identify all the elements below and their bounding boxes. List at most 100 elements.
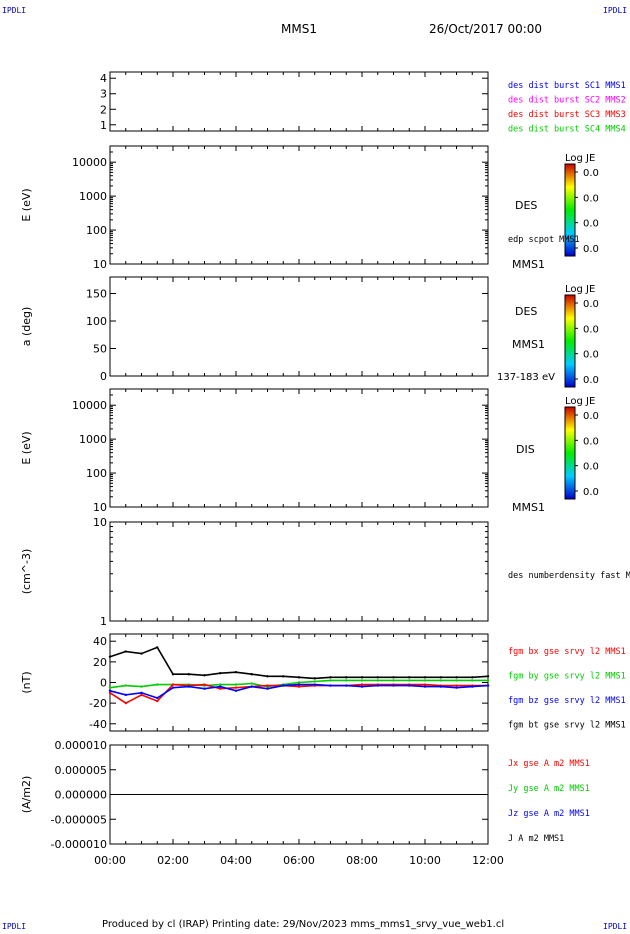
data-point <box>282 675 285 678</box>
data-point <box>219 672 222 675</box>
data-point <box>108 689 112 692</box>
y-axis-label: a (deg) <box>20 307 33 347</box>
data-point <box>234 683 238 686</box>
y-tick-label: 0.000010 <box>55 739 108 752</box>
data-point <box>423 685 427 688</box>
data-point <box>471 679 474 682</box>
y-tick-label: 10000 <box>72 156 107 169</box>
data-point <box>219 687 222 690</box>
data-point <box>408 684 411 687</box>
legend-entry: des dist burst SC1 MMS1 <box>508 81 626 91</box>
series-line <box>109 646 489 680</box>
data-point <box>124 693 127 697</box>
data-point <box>156 699 159 703</box>
panel-frame <box>109 276 489 377</box>
data-point <box>329 684 332 687</box>
colorbar-title: Log JE <box>565 396 595 407</box>
y-tick-label: -40 <box>89 718 107 731</box>
y-tick-label: 10 <box>93 501 107 514</box>
data-point <box>203 687 206 690</box>
data-point <box>486 675 490 678</box>
legend-entry: edp scpot MMS1 <box>508 235 580 245</box>
y-tick-label: -20 <box>89 697 107 710</box>
data-point <box>455 679 458 682</box>
data-point <box>297 683 301 686</box>
y-tick-label: 1 <box>100 615 107 628</box>
y-tick-label: 2 <box>100 103 107 116</box>
colorbar <box>564 406 576 500</box>
y-tick-label: 100 <box>86 467 107 480</box>
data-point <box>423 683 427 686</box>
y-axis-label: (cm^-3) <box>20 549 33 595</box>
data-point <box>156 683 159 686</box>
data-point <box>250 682 253 685</box>
colorbar-title: Log JE <box>565 153 595 164</box>
y-tick-label: 1000 <box>79 433 107 446</box>
data-point <box>313 683 316 686</box>
colorbar-tick-label: 0.0 <box>583 487 599 498</box>
legend-entry: fgm bt gse srvy l2 MMS1 <box>508 721 626 731</box>
footer-credit: Produced by cl (IRAP) Printing date: 29/… <box>102 919 505 930</box>
legend-entry: des numberdensity fast M <box>508 571 630 581</box>
data-point <box>392 679 395 682</box>
data-point <box>171 686 175 689</box>
x-tick-label: 06:00 <box>283 854 315 867</box>
data-point <box>140 652 143 655</box>
panel-frame <box>109 521 489 622</box>
panel-instrument-label: DES <box>515 305 537 318</box>
colorbar-tick-label: 0.0 <box>583 350 599 361</box>
data-point <box>234 686 238 689</box>
legend-entry: Jx gse A m2 MMS1 <box>508 759 590 769</box>
colorbar-tick-label: 0.0 <box>583 375 599 386</box>
y-tick-label: 40 <box>93 635 107 648</box>
data-point <box>376 679 379 682</box>
corner-label-bottom-left: IPDLI <box>2 922 27 931</box>
data-point <box>360 676 364 679</box>
data-point <box>282 684 285 687</box>
y-axis-label: E (eV) <box>20 188 33 221</box>
colorbar <box>564 294 576 388</box>
legend-entry: des dist burst SC3 MMS3 <box>508 110 626 120</box>
data-point <box>108 691 112 695</box>
panel-frame <box>109 388 489 508</box>
data-point <box>471 676 474 679</box>
data-point <box>345 679 348 682</box>
panel-instrument-label: DES <box>515 199 537 212</box>
y-axis-label: E (eV) <box>20 431 33 464</box>
data-point <box>266 687 269 690</box>
legend-entry: fgm by gse srvy l2 MMS1 <box>508 672 626 682</box>
data-point <box>266 675 269 678</box>
data-point <box>376 676 379 679</box>
y-tick-label: 0 <box>100 370 107 383</box>
data-point <box>234 670 238 674</box>
y-axis-label: (nT) <box>20 671 33 693</box>
colorbar-tick-label: 0.0 <box>583 436 599 447</box>
data-point <box>297 685 301 688</box>
data-point <box>124 701 127 705</box>
x-tick-label: 10:00 <box>409 854 441 867</box>
data-point <box>408 676 411 679</box>
data-point <box>203 683 206 686</box>
y-tick-label: -0.000005 <box>51 813 107 826</box>
data-point <box>297 681 301 684</box>
data-point <box>345 684 348 687</box>
panel-spacecraft-label: MMS1 <box>512 258 545 271</box>
data-point <box>250 685 253 688</box>
data-point <box>156 646 159 649</box>
colorbar <box>564 163 576 257</box>
data-point <box>439 685 442 688</box>
y-tick-label: 0 <box>100 677 107 690</box>
data-point <box>439 679 442 682</box>
colorbar-tick-label: 0.0 <box>583 193 599 204</box>
colorbar-tick-label: 0.0 <box>583 462 599 473</box>
y-tick-label: 4 <box>100 72 107 85</box>
legend-entry: des dist burst SC2 MMS2 <box>508 96 626 106</box>
x-tick-label: 08:00 <box>346 854 378 867</box>
corner-label-top-left: IPDLI <box>2 6 27 15</box>
colorbar-tick-label: 0.0 <box>583 168 599 179</box>
data-point <box>219 685 222 688</box>
y-axis-label: (A/m2) <box>20 776 33 814</box>
y-tick-label: 10 <box>93 516 107 529</box>
x-tick-label: 02:00 <box>157 854 189 867</box>
